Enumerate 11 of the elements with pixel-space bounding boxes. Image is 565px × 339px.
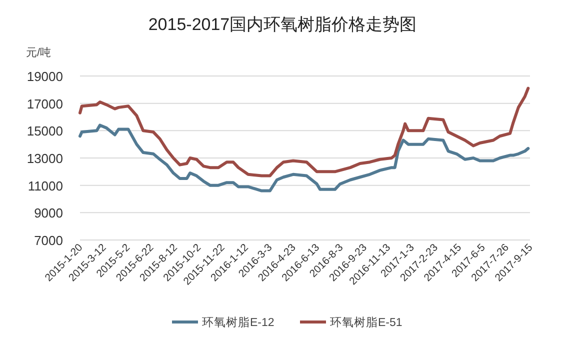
y-tick-label: 13000 <box>26 151 63 166</box>
legend-label: 环氧树脂E-51 <box>330 316 402 329</box>
y-axis-title: 元/吨 <box>26 46 52 59</box>
y-tick-label: 7000 <box>34 233 63 248</box>
y-tick-label: 11000 <box>28 178 63 194</box>
y-tick-label: 15000 <box>26 124 63 139</box>
y-tick-label: 17000 <box>26 96 63 112</box>
chart-title: 2015-2017国内环氧树脂价格走势图 <box>148 15 417 34</box>
legend-label: 环氧树脂E-12 <box>202 316 274 329</box>
y-tick-label: 19000 <box>26 69 63 84</box>
y-tick-label: 9000 <box>34 206 63 221</box>
